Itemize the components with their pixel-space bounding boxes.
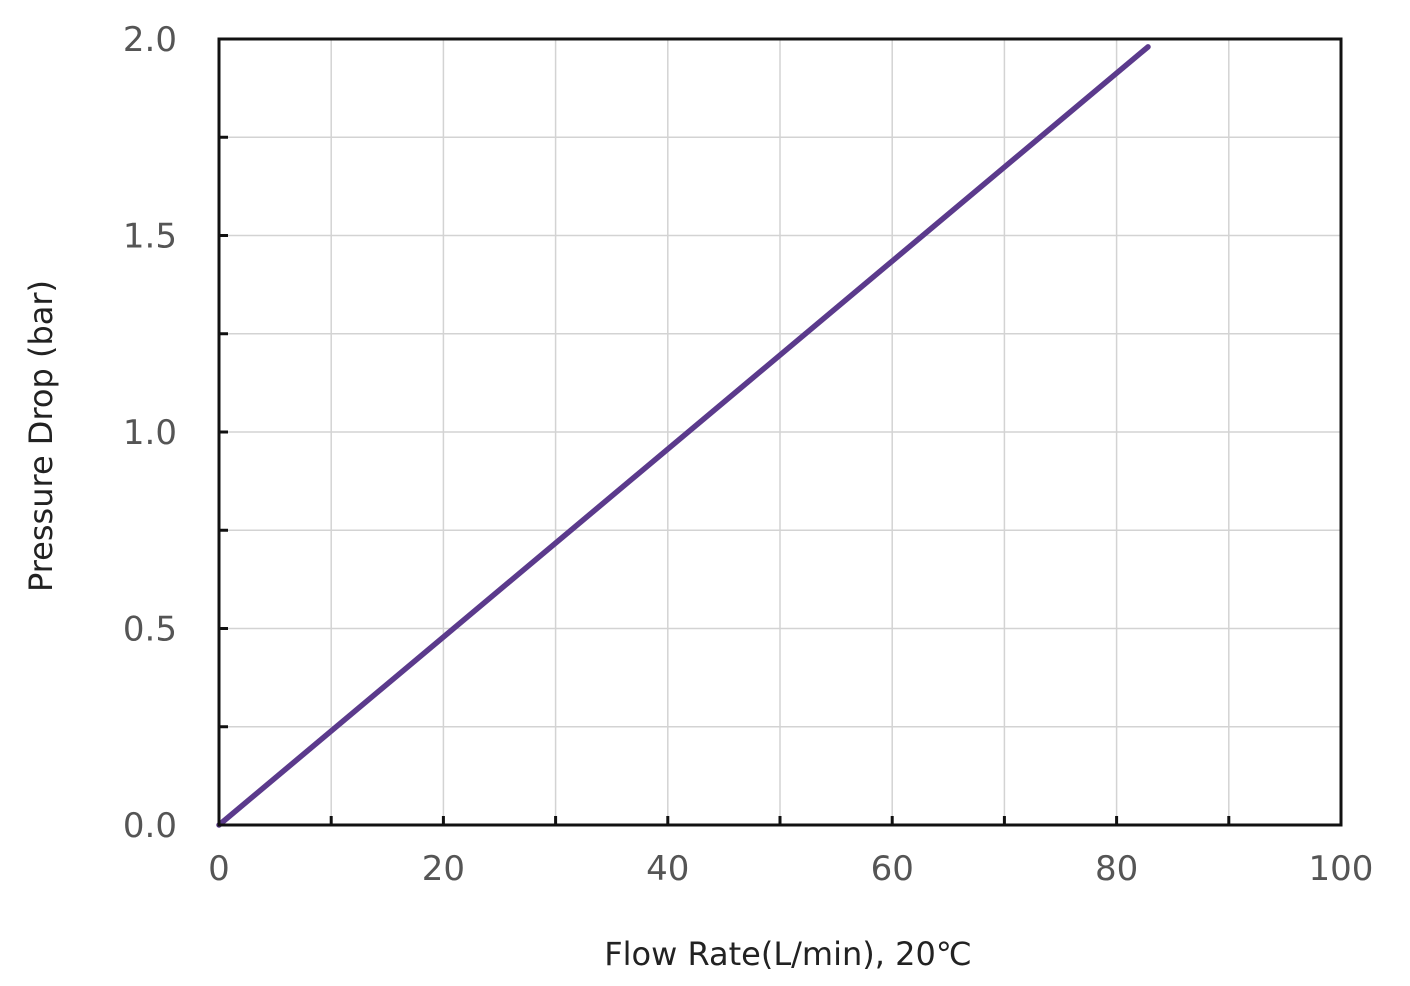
y-tick-label: 0.0 [123, 806, 177, 846]
x-axis-tick-labels: 0 20 40 60 80 100 [208, 849, 1373, 889]
axis-ticks [219, 135, 1231, 825]
y-tick-label: 1.0 [123, 413, 177, 453]
y-axis-tick-labels: 0.0 0.5 1.0 1.5 2.0 [123, 20, 177, 846]
y-tick-label: 0.5 [123, 610, 177, 650]
x-tick-label: 60 [871, 849, 914, 889]
x-tick-label: 20 [422, 849, 465, 889]
x-tick-label: 0 [208, 849, 230, 889]
x-tick-label: 40 [646, 849, 689, 889]
y-tick-label: 2.0 [123, 20, 177, 60]
series-layer [216, 44, 1151, 828]
y-tick-label: 1.5 [123, 217, 177, 257]
x-tick-label: 100 [1309, 849, 1374, 889]
x-axis-title: Flow Rate(L/min), 20℃ [604, 935, 972, 973]
series-line [216, 44, 1151, 828]
y-axis-title: Pressure Drop (bar) [22, 280, 60, 592]
x-tick-label: 80 [1095, 849, 1138, 889]
grid [219, 39, 1341, 825]
